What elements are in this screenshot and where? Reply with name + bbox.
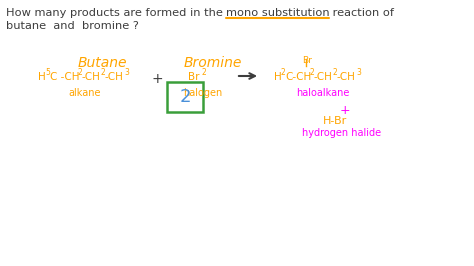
Text: 3: 3: [356, 68, 361, 77]
Text: Butane: Butane: [78, 56, 128, 70]
Text: Br: Br: [188, 72, 200, 82]
Text: C -CH: C -CH: [50, 72, 80, 82]
Text: -CH: -CH: [82, 72, 101, 82]
Text: butane  and  bromine ?: butane and bromine ?: [6, 21, 139, 31]
Text: 2: 2: [202, 68, 207, 77]
Text: H: H: [274, 72, 282, 82]
Text: Bromine: Bromine: [184, 56, 242, 70]
Text: -CH: -CH: [105, 72, 124, 82]
Text: Br: Br: [302, 56, 312, 65]
Text: H: H: [38, 72, 46, 82]
Text: reaction of: reaction of: [329, 8, 394, 18]
Text: -CH: -CH: [314, 72, 333, 82]
Text: hydrogen halide: hydrogen halide: [302, 128, 381, 138]
FancyBboxPatch shape: [167, 82, 203, 112]
Text: H-Br: H-Br: [323, 116, 347, 126]
Text: 3: 3: [124, 68, 129, 77]
Text: 2: 2: [281, 68, 286, 77]
Text: 5: 5: [45, 68, 50, 77]
Text: 2: 2: [310, 68, 315, 77]
Text: alkane: alkane: [68, 88, 100, 98]
Text: 2: 2: [78, 68, 83, 77]
Text: haloalkane: haloalkane: [296, 88, 349, 98]
Text: How many products are formed in the: How many products are formed in the: [6, 8, 227, 18]
Text: C-CH: C-CH: [285, 72, 311, 82]
Text: 2: 2: [333, 68, 338, 77]
Text: -CH: -CH: [337, 72, 356, 82]
Text: halogen: halogen: [183, 88, 222, 98]
Text: 2: 2: [101, 68, 106, 77]
Text: 2: 2: [179, 88, 191, 106]
Text: +: +: [340, 104, 351, 117]
Text: +: +: [152, 72, 164, 86]
Text: mono substitution: mono substitution: [226, 8, 329, 18]
